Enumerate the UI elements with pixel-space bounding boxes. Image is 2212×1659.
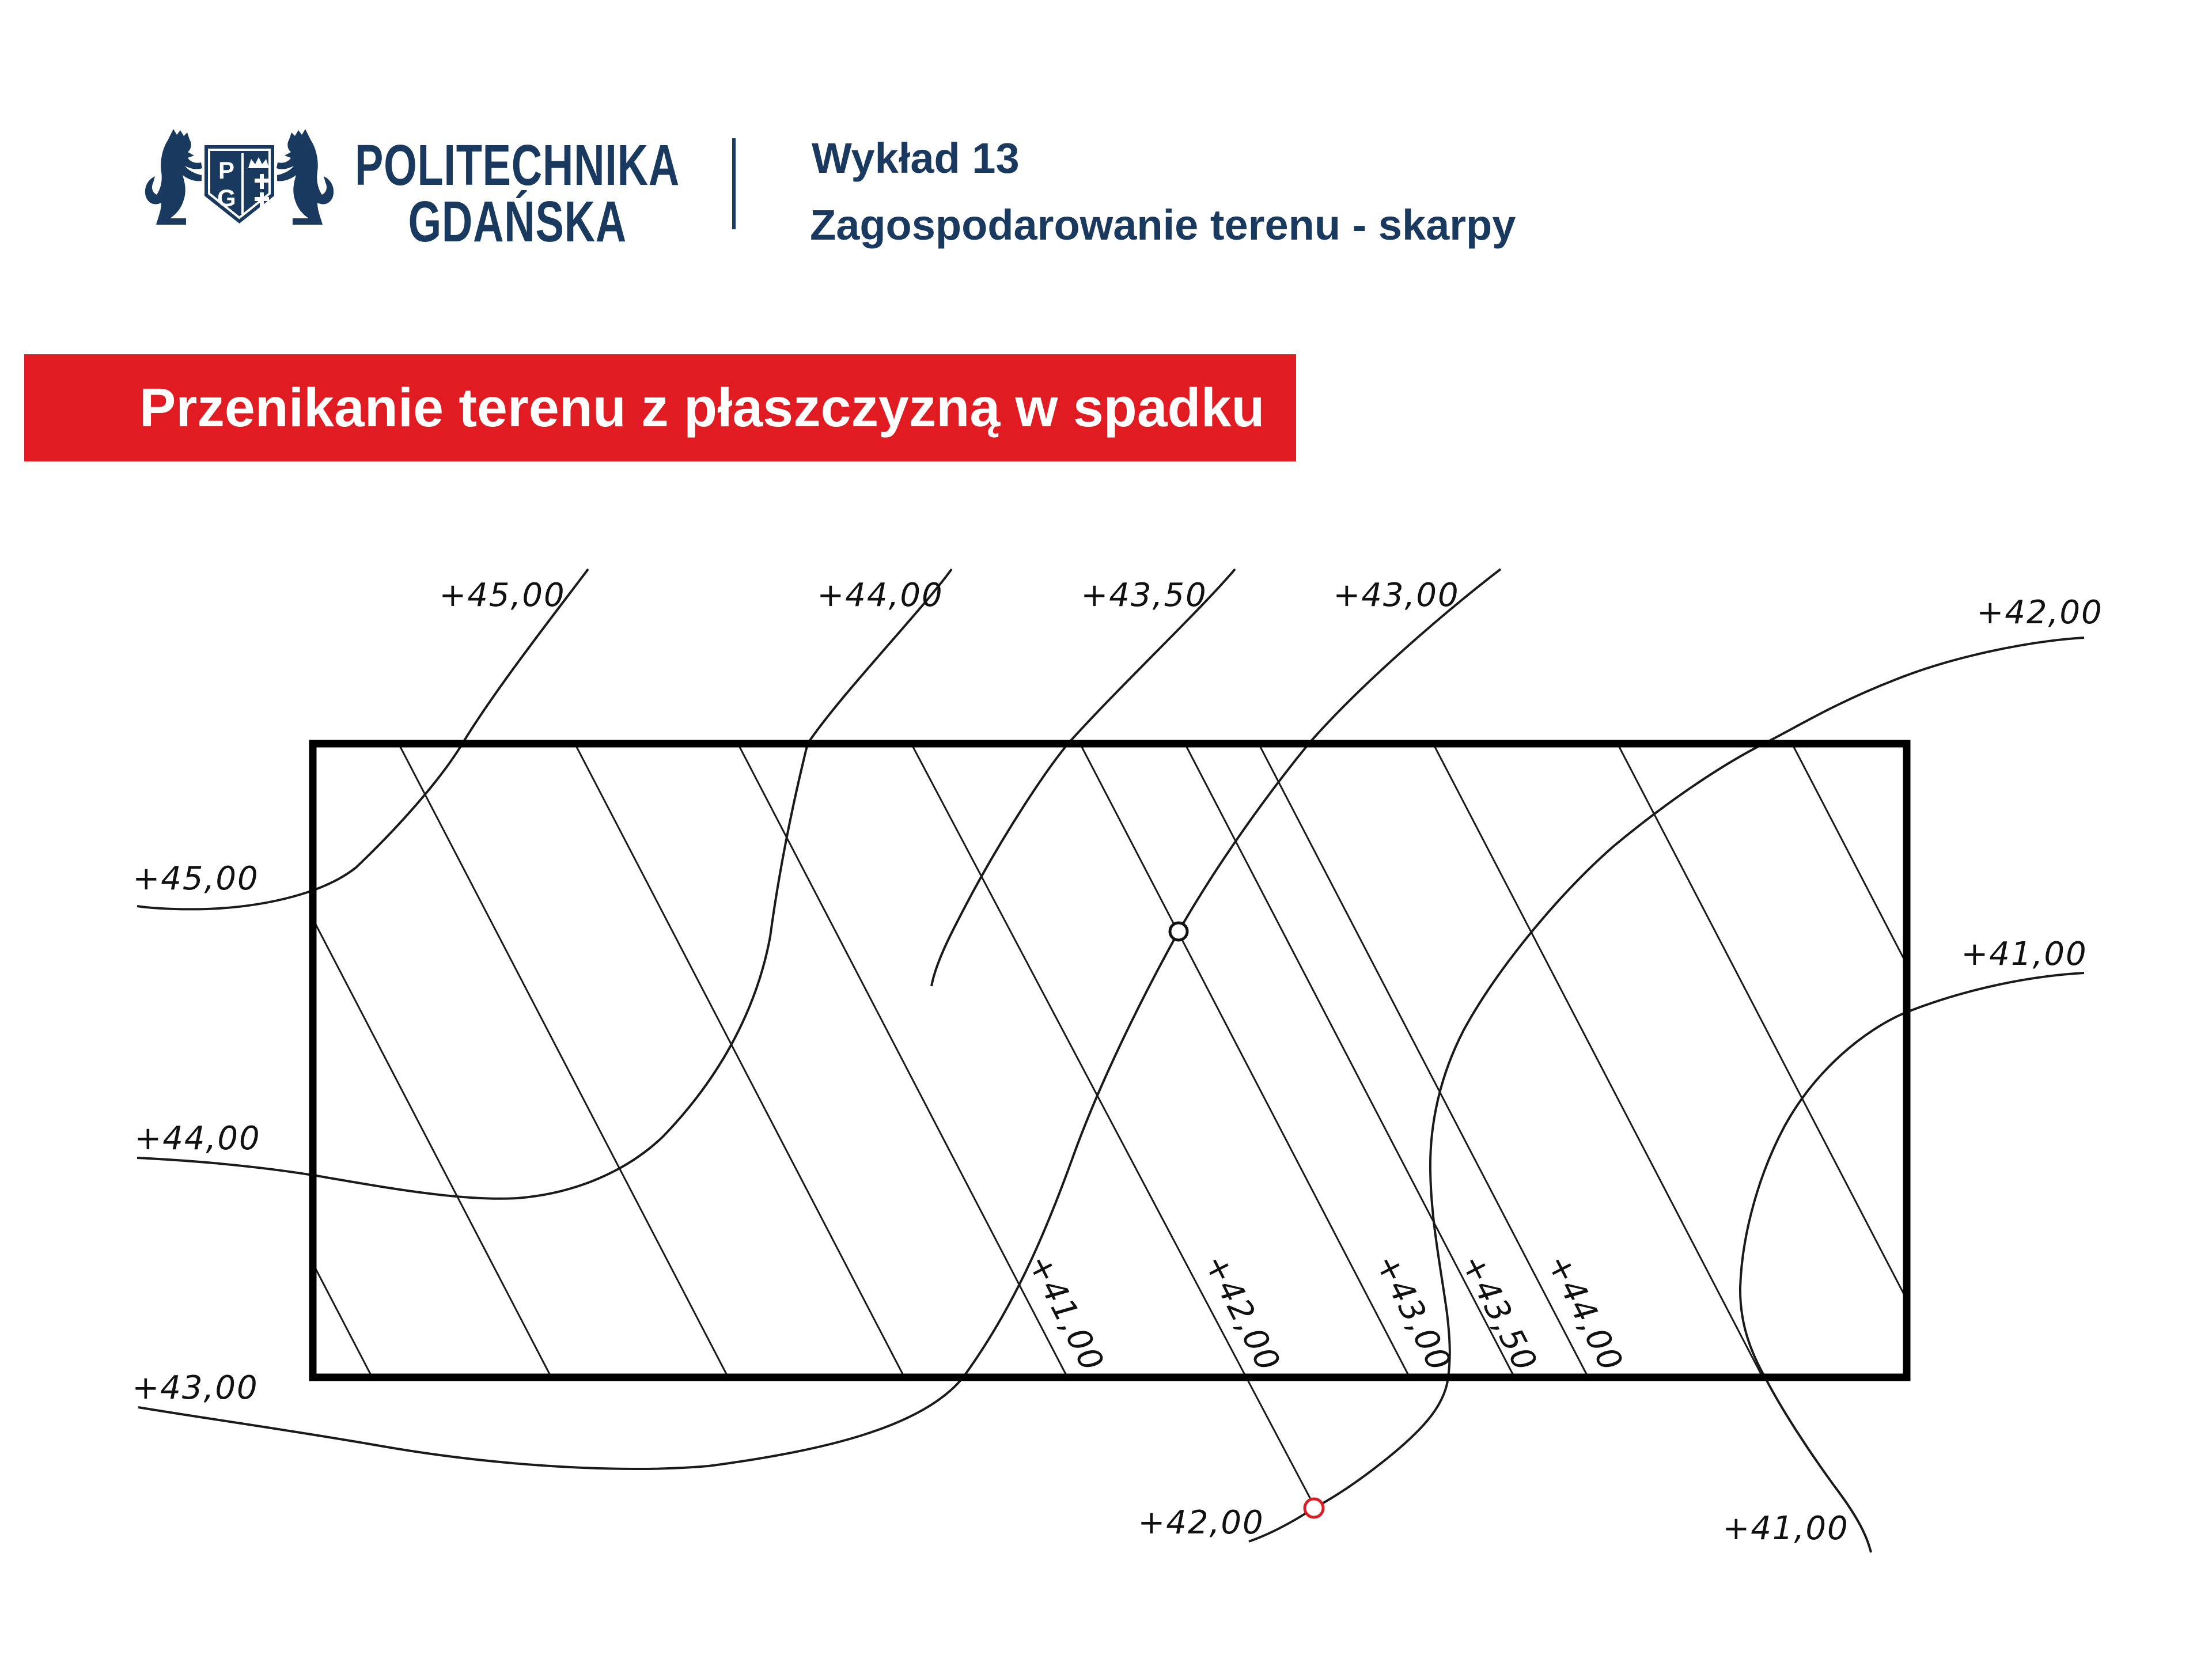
plane-label: +44,00 [1539, 1248, 1630, 1378]
plane-contour-line-43 [1079, 743, 1411, 1378]
shield-icon: P G [204, 145, 274, 224]
terrain-labels-left: +45,00 +44,00 +43,00 [132, 860, 260, 1407]
plane-contour-line [574, 743, 906, 1378]
pg-crest-icon: P G [145, 129, 334, 225]
plane-contour-line-42 [910, 743, 1312, 1501]
lion-icon [145, 129, 202, 225]
crown-icon [248, 157, 269, 168]
terrain-contour-curves [137, 568, 2085, 1553]
terrain-contour-45 [137, 568, 589, 911]
plane-contour-line [397, 743, 729, 1378]
plane-contour-line-44 [1257, 743, 1589, 1378]
plane-contour-line [312, 1263, 373, 1378]
crest-letter-g: G [217, 184, 236, 211]
plane-contour-line-45 [1432, 743, 1764, 1378]
site-boundary-rectangle [309, 740, 1911, 1381]
cross-icon [255, 174, 269, 207]
contour-label: +44,00 [817, 577, 943, 614]
contour-label: +43,50 [1081, 577, 1207, 614]
university-name-line2: GDAŃSKA [408, 190, 627, 254]
plane-label: +42,00 [1196, 1248, 1287, 1378]
contour-label-bottom: +41,00 [1722, 1510, 1849, 1547]
header-divider [732, 138, 736, 229]
lecture-number: Wykład 13 [812, 134, 1020, 182]
plane-contour-lines [312, 743, 1908, 1501]
contour-label: +45,00 [439, 577, 565, 614]
plane-contour-line-43-5 [1184, 743, 1516, 1378]
section-title: Przenikanie terenu z płaszczyzną w spadk… [139, 377, 1265, 438]
plane-line-labels: +41,00 +42,00 +43,00 +43,50 +44,00 [1020, 1248, 1630, 1378]
contour-label: +45,00 [132, 860, 259, 897]
terrain-contour-43-5 [930, 568, 1236, 987]
plane-label: +43,00 [1368, 1248, 1458, 1378]
contour-label: +44,00 [134, 1120, 260, 1157]
terrain-contour-41 [1738, 972, 2085, 1553]
university-name-line1: POLITECHNIKA [355, 133, 680, 198]
section-banner: Przenikanie terenu z płaszczyzną w spadk… [24, 354, 1296, 461]
university-name: POLITECHNIKA GDAŃSKA [344, 137, 690, 252]
terrain-contour-42 [1248, 637, 2085, 1543]
contour-label: +42,00 [1976, 594, 2103, 631]
lecture-subtitle: Zagospodarowanie terenu - skarpy [810, 201, 1516, 249]
terrain-contour-43 [138, 568, 1502, 1470]
plane-contour-line-41 [737, 743, 1069, 1378]
plane-contour-line [312, 918, 552, 1378]
plane-contour-line [1791, 743, 1908, 965]
intersection-marker-black [1168, 921, 1189, 942]
contour-label-bottom: +42,00 [1138, 1504, 1264, 1541]
contour-label: +43,00 [132, 1369, 258, 1407]
contour-label: +43,00 [1333, 577, 1459, 614]
terrain-labels-top: +45,00 +44,00 +43,50 +43,00 +42,00 [439, 577, 2103, 631]
lion-icon [276, 129, 334, 225]
plane-contour-line [1616, 743, 1908, 1300]
intersection-marker-red [1303, 1497, 1325, 1519]
contour-label-right: +41,00 [1961, 935, 2087, 973]
crest-letter-p: P [218, 157, 234, 184]
terrain-contour-44 [137, 568, 953, 1200]
